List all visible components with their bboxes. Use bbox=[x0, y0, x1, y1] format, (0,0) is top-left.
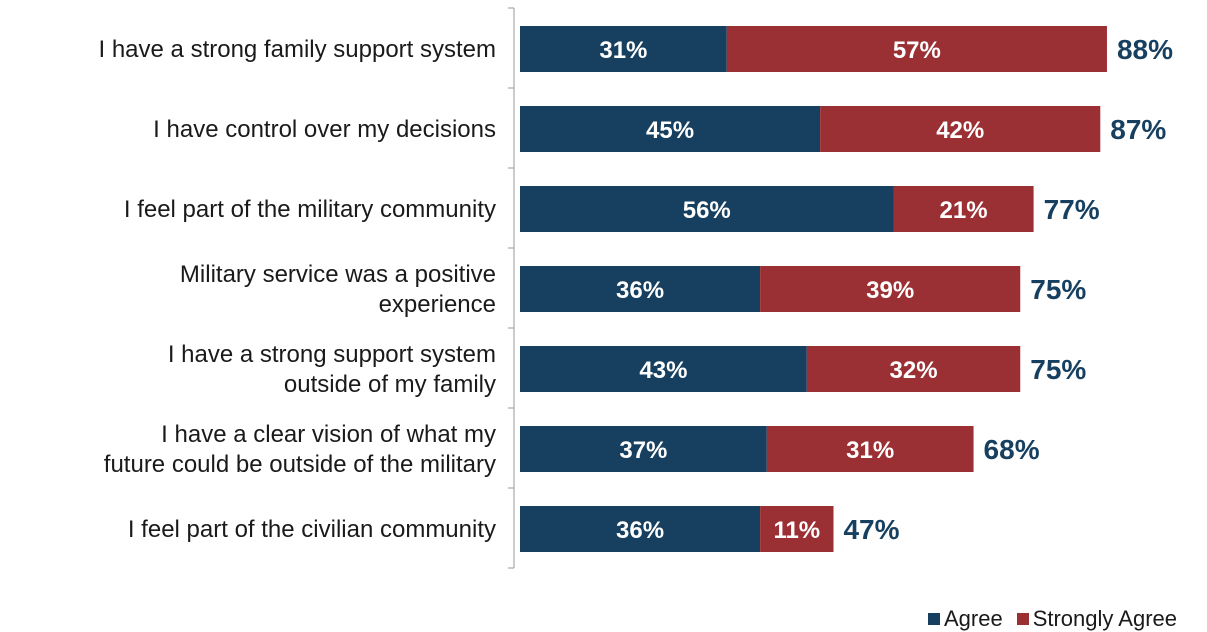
data-label-agree: 56% bbox=[683, 197, 731, 224]
total-label: 75% bbox=[1030, 354, 1086, 385]
data-label-agree: 45% bbox=[646, 117, 694, 144]
legend-label-strongly-agree: Strongly Agree bbox=[1032, 606, 1177, 631]
category-label-line: Military service was a positive bbox=[180, 261, 496, 288]
category-label-i-have-control-over-my-decisions: I have control over my decisions bbox=[153, 116, 496, 143]
total-label: 77% bbox=[1044, 194, 1100, 225]
category-label-line: I have a strong support system bbox=[168, 341, 496, 368]
data-label-strongly-agree: 39% bbox=[866, 277, 914, 304]
bar-strongly-agree-i-have-a-strong-support-system-outside-o bbox=[806, 346, 1021, 392]
category-label-line: future could be outside of the military bbox=[104, 451, 496, 478]
legend-item-strongly-agree: Strongly Agree bbox=[1016, 606, 1177, 632]
bar-strongly-agree-i-have-a-strong-family-support-system bbox=[726, 26, 1107, 72]
bar-agree-i-have-a-clear-vision-of-what-my-future- bbox=[520, 426, 767, 472]
data-label-agree: 37% bbox=[619, 437, 667, 464]
bar-agree-i-feel-part-of-the-military-community bbox=[520, 186, 894, 232]
category-label-line: I feel part of the military community bbox=[124, 196, 496, 223]
category-label-line: I have a clear vision of what my bbox=[161, 421, 496, 448]
category-label-i-have-a-strong-family-support-system: I have a strong family support system bbox=[99, 36, 497, 63]
data-label-strongly-agree: 57% bbox=[893, 37, 941, 64]
data-label-strongly-agree: 42% bbox=[936, 117, 984, 144]
data-label-agree: 36% bbox=[616, 517, 664, 544]
category-label-i-feel-part-of-the-civilian-community: I feel part of the civilian community bbox=[128, 516, 496, 543]
bars-group: 31% 57% 88% 45% 42% 87% 56% 21% 77% 36% 39% 75% 43% 3… bbox=[520, 26, 1173, 552]
bar-agree-i-have-a-strong-family-support-system bbox=[520, 26, 727, 72]
data-label-agree: 43% bbox=[639, 357, 687, 384]
data-label-strongly-agree: 32% bbox=[890, 357, 938, 384]
bar-agree-i-have-control-over-my-decisions bbox=[520, 106, 821, 152]
total-label: 75% bbox=[1030, 274, 1086, 305]
category-label-i-have-a-clear-vision-of-what-my-future-: I have a clear vision of what my future c… bbox=[104, 421, 496, 478]
total-label: 87% bbox=[1110, 114, 1166, 145]
category-label-line: I have control over my decisions bbox=[153, 116, 496, 143]
category-label-line: experience bbox=[379, 291, 496, 318]
data-label-agree: 36% bbox=[616, 277, 664, 304]
total-label: 88% bbox=[1117, 34, 1173, 65]
legend-label-agree: Agree bbox=[943, 606, 1003, 631]
total-label: 68% bbox=[984, 434, 1040, 465]
legend-swatch-agree bbox=[927, 613, 940, 625]
bar-strongly-agree-military-service-was-a-positive-experien bbox=[760, 266, 1021, 312]
bar-strongly-agree-i-feel-part-of-the-civilian-community bbox=[760, 506, 834, 552]
category-labels: I have a strong family support system I h… bbox=[99, 36, 497, 543]
legend: Agree Strongly Agree bbox=[914, 606, 1177, 632]
category-label-military-service-was-a-positive-experien: Military service was a positive experienc… bbox=[180, 261, 496, 318]
data-label-strongly-agree: 11% bbox=[773, 517, 820, 544]
category-label-i-feel-part-of-the-military-community: I feel part of the military community bbox=[124, 196, 496, 223]
legend-item-agree: Agree bbox=[927, 606, 1003, 632]
category-label-line: I feel part of the civilian community bbox=[128, 516, 496, 543]
legend-swatch-strongly-agree bbox=[1016, 613, 1029, 625]
data-label-strongly-agree: 21% bbox=[940, 197, 988, 224]
category-label-line: outside of my family bbox=[284, 371, 496, 398]
bar-strongly-agree-i-feel-part-of-the-military-community bbox=[893, 186, 1034, 232]
category-label-line: I have a strong family support system bbox=[99, 36, 497, 63]
bar-strongly-agree-i-have-a-clear-vision-of-what-my-future- bbox=[766, 426, 974, 472]
bar-agree-i-have-a-strong-support-system-outside-o bbox=[520, 346, 807, 392]
data-label-strongly-agree: 31% bbox=[846, 437, 894, 464]
bar-strongly-agree-i-have-control-over-my-decisions bbox=[820, 106, 1101, 152]
total-label: 47% bbox=[843, 514, 899, 545]
bar-agree-military-service-was-a-positive-experien bbox=[520, 266, 761, 312]
category-label-i-have-a-strong-support-system-outside-o: I have a strong support system outside of… bbox=[168, 341, 496, 398]
category-axis bbox=[508, 7, 515, 569]
data-label-agree: 31% bbox=[599, 37, 647, 64]
bar-agree-i-feel-part-of-the-civilian-community bbox=[520, 506, 761, 552]
